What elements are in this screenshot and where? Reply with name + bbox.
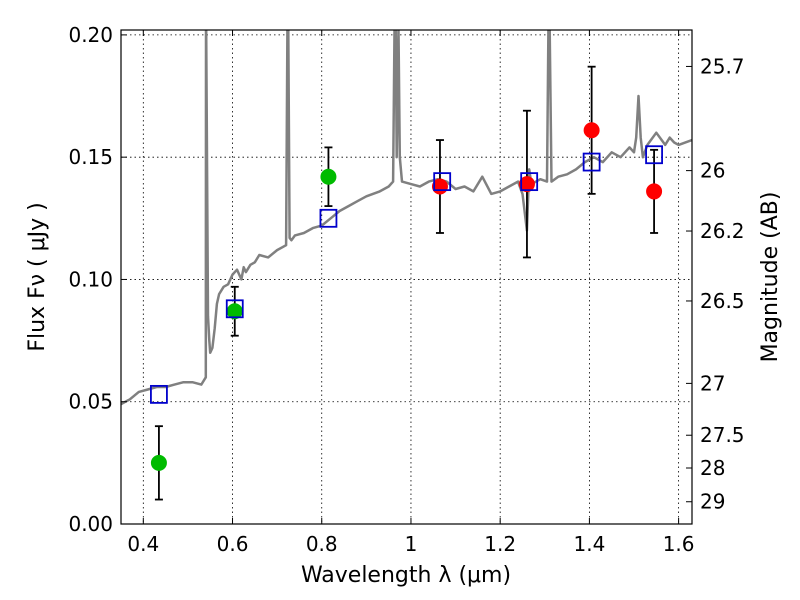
model-band-square <box>319 208 338 228</box>
model-band-square <box>225 299 244 319</box>
x-tick-label: 1.6 <box>663 532 695 556</box>
photometry-point <box>518 176 535 193</box>
plot-frame <box>120 29 693 525</box>
y2-tick-label: 26.5 <box>700 289 745 313</box>
x-tick-label: 0.6 <box>217 532 249 556</box>
axis-ticks: 0.4 0.6 0.8 1 1.2 1.4 1.6 0.00 0.05 0.10 0.15 0.20 2… <box>68 23 744 556</box>
y2-tick-label: 27.5 <box>700 423 745 447</box>
y-tick-label: 0.15 <box>68 145 113 169</box>
x-tick-label: 0.4 <box>127 532 159 556</box>
photometry-point <box>646 183 663 200</box>
data-points <box>150 65 663 501</box>
y-axis-title: Flux Fν ( μJy ) <box>25 202 50 351</box>
y-tick-label: 0.10 <box>68 267 113 291</box>
y-tick-label: 0.20 <box>68 23 113 47</box>
y-tick-label: 0.05 <box>68 390 113 414</box>
y2-tick-label: 29 <box>700 490 725 514</box>
model-band-square <box>520 172 539 192</box>
y2-tick-label: 28 <box>700 456 725 480</box>
photometry-point <box>320 168 337 185</box>
y2-axis-title: Magnitude (AB) <box>758 192 783 363</box>
model-band-square <box>433 172 452 192</box>
y2-tick-label: 25.7 <box>700 54 745 78</box>
photometry-point <box>583 122 600 139</box>
photometry-point <box>150 454 167 471</box>
model-band-square <box>645 145 663 165</box>
model-band-square <box>582 152 601 172</box>
y-tick-label: 0.00 <box>68 512 113 536</box>
x-tick-label: 1.2 <box>484 532 516 556</box>
x-axis-title: Wavelength λ (μm) <box>301 563 511 588</box>
x-tick-label: 1.4 <box>573 532 605 556</box>
model-band-square <box>150 384 168 404</box>
x-tick-label: 0.8 <box>306 532 338 556</box>
y2-tick-label: 26 <box>700 159 725 183</box>
y2-tick-label: 27 <box>700 371 725 395</box>
y2-tick-label: 26.2 <box>700 219 745 243</box>
x-tick-label: 1 <box>405 532 418 556</box>
